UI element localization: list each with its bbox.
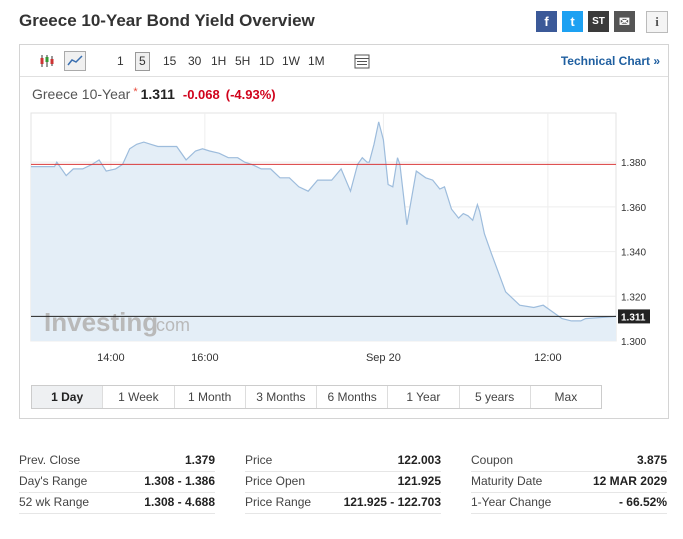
interval-1m[interactable]: 1M [308, 54, 325, 68]
watermark-logo: Investing [44, 307, 158, 337]
range-max[interactable]: Max [554, 390, 578, 404]
stats-column-2: Price 122.003 Price Open 121.925 Price Range… [245, 451, 441, 514]
interval-1[interactable]: 1 [117, 54, 124, 68]
page-title: Greece 10-Year Bond Yield Overview [19, 11, 315, 30]
stat-value: 121.925 - 122.703 [343, 495, 441, 509]
stat-label: Maturity Date [471, 474, 543, 488]
info-icon[interactable]: i [646, 11, 668, 33]
table-view-icon[interactable] [351, 51, 373, 71]
quote-line: Greece 10-Year * 1.311 -0.068 (-4.93%) [32, 86, 276, 102]
stat-label: Day's Range [19, 474, 88, 488]
x-tick-label: 16:00 [191, 352, 219, 364]
range-1-day[interactable]: 1 Day [32, 386, 104, 408]
y-tick-label: 1.360 [621, 203, 646, 214]
x-tick-label: 14:00 [97, 352, 125, 364]
stat-row: 1-Year Change - 66.52% [471, 493, 667, 514]
interval-30[interactable]: 30 [188, 54, 202, 68]
stat-label: Price Open [245, 474, 306, 488]
stat-label: Price [245, 453, 273, 467]
stat-label: 1-Year Change [471, 495, 552, 509]
last-value-label: 1.311 [621, 312, 646, 323]
stocktwits-icon[interactable]: ST [588, 11, 609, 32]
time-range-selector: 1 Day 1 Week 1 Month 3 Months 6 Months 1 Year… [31, 385, 602, 409]
interval-1w[interactable]: 1W [282, 54, 300, 68]
interval-5h[interactable]: 5H [235, 54, 251, 68]
stat-row: Day's Range 1.308 - 1.386 [19, 472, 215, 493]
stat-row: Price 122.003 [245, 451, 441, 472]
technical-chart-link[interactable]: Technical Chart » [560, 54, 660, 68]
twitter-icon[interactable]: t [562, 11, 583, 32]
stat-value: 1.379 [184, 453, 215, 467]
stats-column-3: Coupon 3.875 Maturity Date 12 MAR 2029 1-Yea… [471, 451, 667, 514]
stat-row: Price Range 121.925 - 122.703 [245, 493, 441, 514]
watermark-suffix: .com [151, 315, 190, 335]
y-tick-label: 1.320 [621, 292, 646, 303]
instrument-name: Greece 10-Year [32, 86, 131, 102]
range-1-year[interactable]: 1 Year [388, 386, 460, 408]
stat-value: 122.003 [397, 453, 441, 467]
interval-15[interactable]: 15 [163, 54, 177, 68]
x-tick-label: 12:00 [534, 352, 562, 364]
x-tick-label: Sep 20 [366, 352, 401, 364]
facebook-icon[interactable]: f [536, 11, 557, 32]
stat-row: Coupon 3.875 [471, 451, 667, 472]
range-3-months[interactable]: 3 Months [246, 386, 317, 408]
stat-label: Price Range [245, 495, 312, 509]
stats-column-1: Prev. Close 1.379 Day's Range 1.308 - 1.386… [19, 451, 215, 514]
email-icon[interactable]: ✉ [614, 11, 635, 32]
chart-toolbar: 1 5 15 30 1H 5H 1D 1W 1M Technical Chart » [20, 45, 668, 77]
interval-1h[interactable]: 1H [211, 54, 227, 68]
stat-value: 1.308 - 1.386 [144, 474, 215, 488]
candlestick-icon[interactable] [36, 51, 58, 71]
last-value-badge [618, 309, 650, 324]
stat-value: 1.308 - 4.688 [144, 495, 215, 509]
stat-label: 52 wk Range [19, 495, 90, 509]
range-1-week[interactable]: 1 Week [103, 386, 175, 408]
stat-row: 52 wk Range 1.308 - 4.688 [19, 493, 215, 514]
stat-value: 12 MAR 2029 [592, 474, 667, 488]
stat-row: Price Open 121.925 [245, 472, 441, 493]
series-line [31, 121, 617, 322]
yield-chart[interactable]: Investing.com 1.380 1.360 1.340 1.320 1.300 1.… [20, 45, 668, 385]
price-change-percent: (-4.93%) [225, 87, 276, 102]
area-chart-icon[interactable] [64, 51, 86, 71]
series-area [31, 121, 616, 342]
stat-label: Coupon [471, 453, 514, 467]
stat-row: Prev. Close 1.379 [19, 451, 215, 472]
interval-5[interactable]: 5 [135, 52, 150, 71]
range-5-years[interactable]: 5 years [460, 386, 531, 408]
stat-value: 121.925 [397, 474, 441, 488]
chart-panel: 1 5 15 30 1H 5H 1D 1W 1M Technical Chart » Greec… [19, 44, 669, 419]
y-tick-label: 1.340 [621, 248, 646, 259]
range-6-months[interactable]: 6 Months [317, 386, 389, 408]
stat-value: - 66.52% [618, 495, 667, 509]
y-tick-label: 1.380 [621, 158, 646, 169]
stat-label: Prev. Close [19, 453, 81, 467]
stat-value: 3.875 [636, 453, 667, 467]
delay-star: * [133, 86, 138, 98]
stat-row: Maturity Date 12 MAR 2029 [471, 472, 667, 493]
range-1-month[interactable]: 1 Month [175, 386, 246, 408]
interval-1d[interactable]: 1D [259, 54, 275, 68]
price-change: -0.068 [182, 87, 220, 102]
last-price: 1.311 [140, 86, 175, 102]
y-tick-label: 1.300 [621, 337, 646, 348]
